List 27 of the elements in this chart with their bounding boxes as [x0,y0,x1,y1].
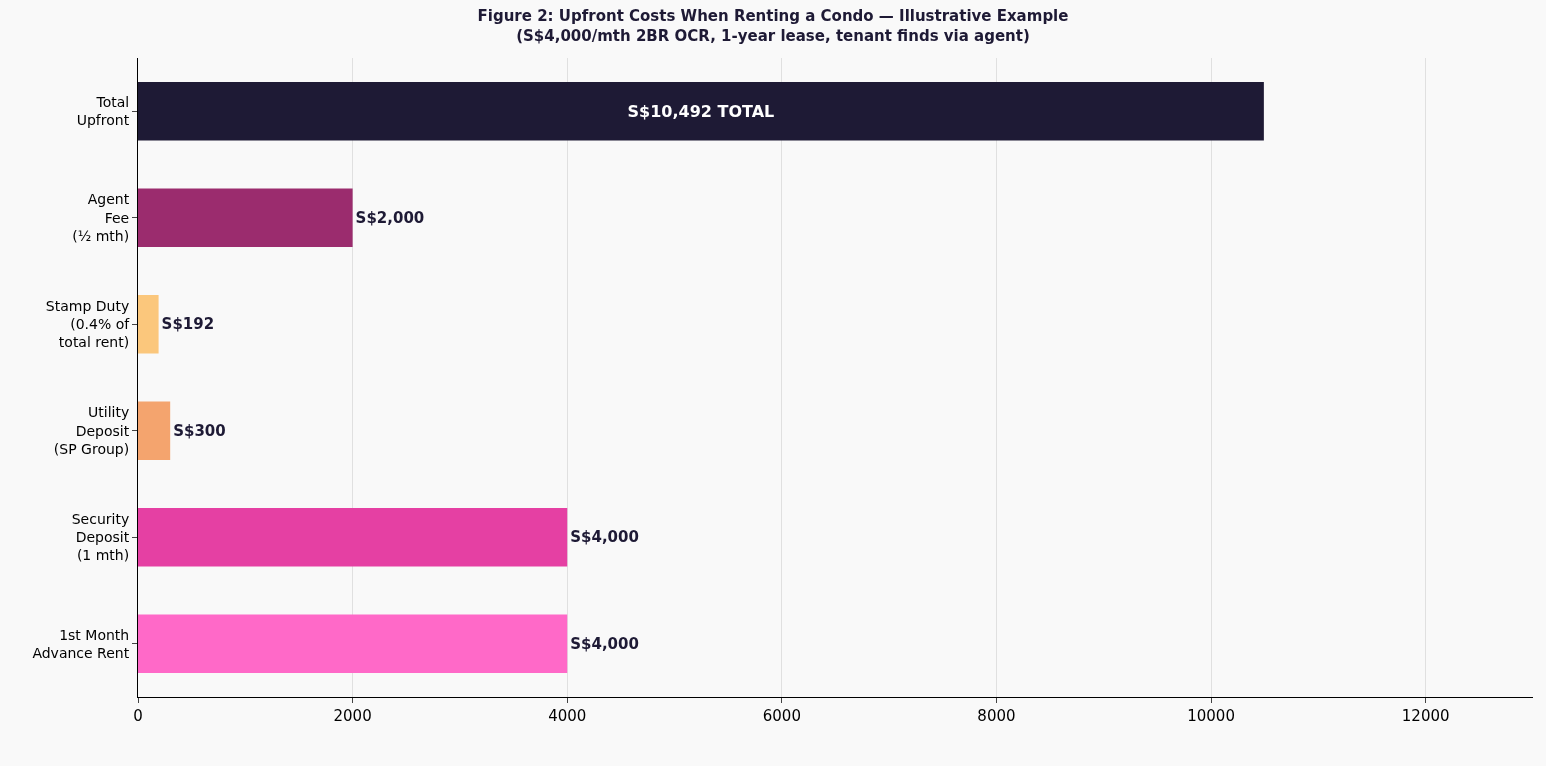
data-label: S$4,000 [570,634,639,653]
x-tick-label: 2000 [333,707,372,725]
y-tick-label: Utility Deposit (SP Group) [53,404,130,457]
data-label: S$4,000 [570,528,639,547]
y-tick-label: Total Upfront [76,94,130,129]
chart-title: Figure 2: Upfront Costs When Renting a Condo — Illustrative Example [477,7,1069,26]
x-tick-label: 12000 [1401,707,1450,725]
data-label: S$192 [161,315,215,334]
bar [138,188,353,248]
bar [138,81,1264,141]
x-tick-label: 6000 [762,707,801,725]
bar [138,401,171,461]
data-label: S$300 [173,421,226,440]
x-tick-label: 0 [133,707,143,725]
bar [138,614,568,674]
data-label: S$10,492 TOTAL [627,101,775,121]
bar [138,507,568,567]
chart-subtitle: (S$4,000/mth 2BR OCR, 1-year lease, tenant finds via agent) [516,26,1030,45]
y-tick-label: Agent Fee (½ mth) [72,191,130,244]
x-tick-label: 4000 [548,707,587,725]
x-tick-label: 8000 [977,707,1016,725]
y-tick-label: Security Deposit (1 mth) [71,510,130,564]
bar [138,294,159,354]
y-tick-label: 1st Month Advance Rent [32,626,130,661]
y-tick-label: Stamp Duty (0.4% of total rent) [45,297,131,351]
x-tick-label: 10000 [1187,707,1235,725]
data-label: S$2,000 [355,208,425,227]
